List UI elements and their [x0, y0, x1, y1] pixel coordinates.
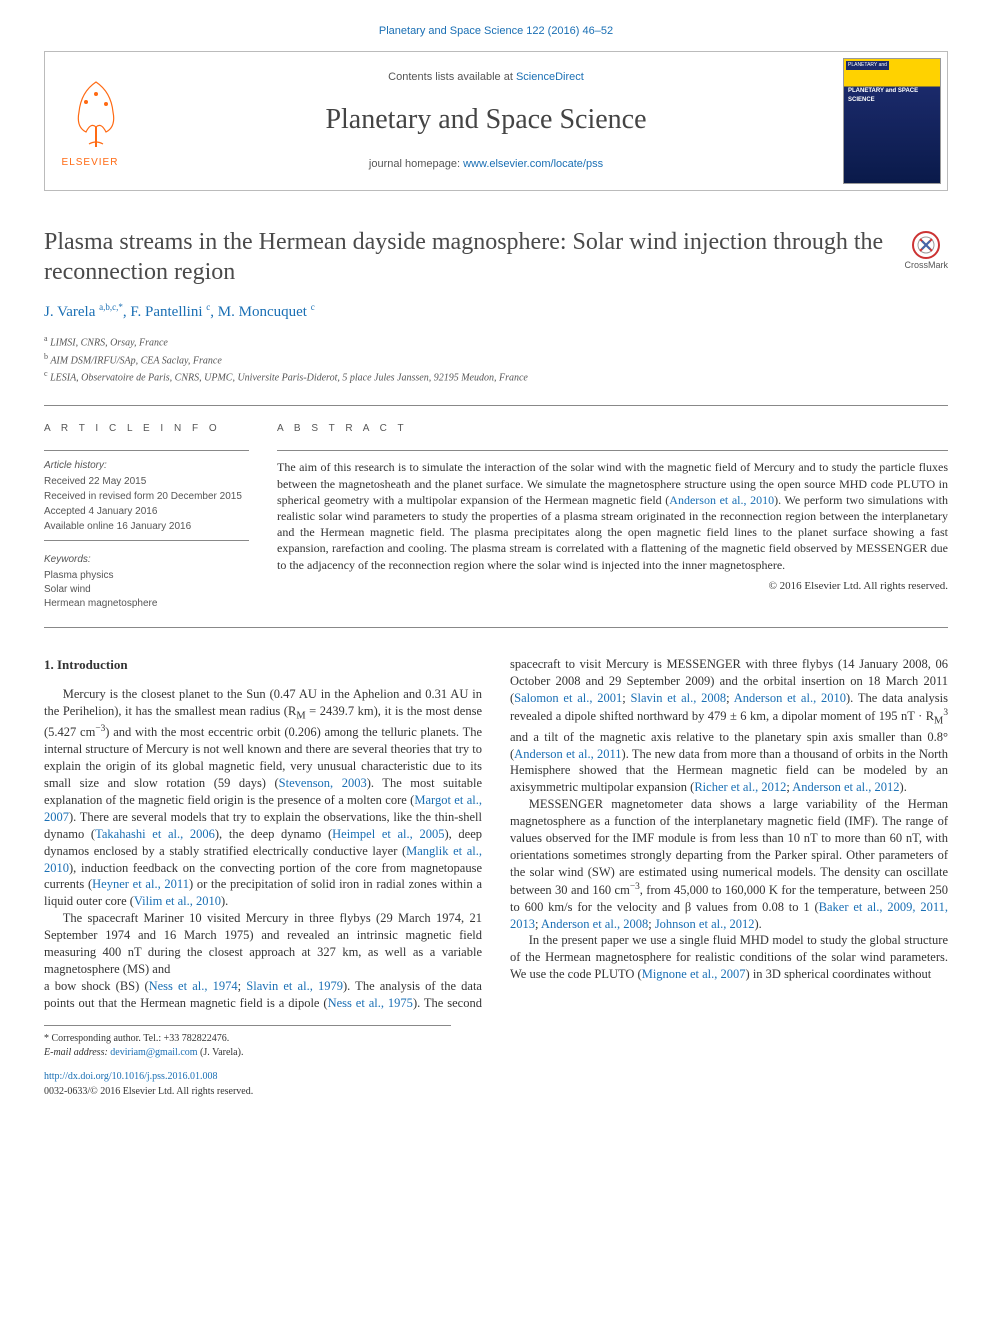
homepage-prefix: journal homepage: — [369, 158, 463, 170]
abstract-col: a b s t r a c t The aim of this research… — [277, 422, 948, 611]
article-info-heading: a r t i c l e i n f o — [44, 422, 249, 436]
para-1: Mercury is the closest planet to the Sun… — [44, 686, 482, 910]
publisher-name: ELSEVIER — [49, 156, 131, 170]
affiliation-a: a LIMSI, CNRS, Orsay, France — [44, 333, 948, 350]
history-revised: Received in revised form 20 December 201… — [44, 490, 249, 504]
history-accepted: Accepted 4 January 2016 — [44, 505, 249, 519]
ref-takahashi-2006[interactable]: Takahashi et al., 2006 — [95, 827, 215, 841]
para-2: The spacecraft Mariner 10 visited Mercur… — [44, 910, 482, 978]
ref-anderson-2008[interactable]: Anderson et al., 2008 — [541, 917, 648, 931]
ref-mignone-2007[interactable]: Mignone et al., 2007 — [642, 967, 746, 981]
ref-slavin-1979[interactable]: Slavin et al., 1979 — [246, 979, 343, 993]
ref-anderson-2010[interactable]: Anderson et al., 2010 — [669, 493, 774, 507]
keyword-2: Solar wind — [44, 583, 249, 597]
divider-top — [44, 405, 948, 406]
doi-link[interactable]: http://dx.doi.org/10.1016/j.pss.2016.01.… — [44, 1070, 948, 1084]
ref-anderson-2010b[interactable]: Anderson et al., 2010 — [734, 691, 846, 705]
affiliations: a LIMSI, CNRS, Orsay, France b AIM DSM/I… — [44, 333, 948, 385]
ref-richer-2012[interactable]: Richer et al., 2012 — [694, 780, 786, 794]
ref-anderson-2012[interactable]: Anderson et al., 2012 — [792, 780, 899, 794]
crossmark-label: CrossMark — [904, 259, 948, 272]
footnote-corresponding: * Corresponding author. Tel.: +33 782822… — [44, 1032, 451, 1046]
keyword-1: Plasma physics — [44, 569, 249, 583]
affiliation-b: b AIM DSM/IRFU/SAp, CEA Saclay, France — [44, 351, 948, 368]
cover-thumb-block: PLANETARY and PLANETARY and SPACE SCIENC… — [837, 52, 947, 190]
authors-line: J. Varela a,b,c,*, F. Pantellini c, M. M… — [44, 301, 948, 323]
sciencedirect-link[interactable]: ScienceDirect — [516, 71, 584, 83]
elsevier-tree-icon — [61, 72, 131, 152]
article-title: Plasma streams in the Hermean dayside ma… — [44, 227, 892, 287]
ref-slavin-2008[interactable]: Slavin et al., 2008 — [631, 691, 727, 705]
history-label: Article history: — [44, 459, 249, 473]
affiliation-c: c LESIA, Observatoire de Paris, CNRS, UP… — [44, 368, 948, 385]
copyright-line: © 2016 Elsevier Ltd. All rights reserved… — [277, 579, 948, 594]
footnote-email: E-mail address: deviriam@gmail.com (J. V… — [44, 1046, 451, 1060]
abstract-heading: a b s t r a c t — [277, 422, 948, 436]
journal-cover-thumbnail: PLANETARY and PLANETARY and SPACE SCIENC… — [843, 58, 941, 184]
homepage-link[interactable]: www.elsevier.com/locate/pss — [463, 158, 603, 170]
contents-prefix: Contents lists available at — [388, 71, 516, 83]
ref-johnson-2012[interactable]: Johnson et al., 2012 — [655, 917, 755, 931]
contents-line: Contents lists available at ScienceDirec… — [388, 70, 584, 85]
cover-title-text: PLANETARY and SPACE SCIENCE — [848, 87, 940, 104]
abstract-text: The aim of this research is to simulate … — [277, 459, 948, 572]
crossmark-badge[interactable]: CrossMark — [904, 231, 948, 272]
ref-ness-1975[interactable]: Ness et al., 1975 — [328, 996, 413, 1010]
email-link[interactable]: deviriam@gmail.com — [110, 1047, 197, 1058]
journal-name: Planetary and Space Science — [325, 100, 646, 139]
top-citation: Planetary and Space Science 122 (2016) 4… — [0, 0, 992, 51]
cover-bar-text: PLANETARY and — [846, 61, 889, 70]
history-received: Received 22 May 2015 — [44, 475, 249, 489]
para-5: In the present paper we use a single flu… — [510, 932, 948, 983]
body-columns: 1. Introduction Mercury is the closest p… — [44, 656, 948, 1011]
issn-copyright: 0032-0633/© 2016 Elsevier Ltd. All right… — [44, 1085, 948, 1099]
history-online: Available online 16 January 2016 — [44, 520, 249, 541]
keywords-label: Keywords: — [44, 553, 249, 567]
ref-ness-1974[interactable]: Ness et al., 1974 — [149, 979, 238, 993]
ref-vilim-2010[interactable]: Vilim et al., 2010 — [134, 894, 221, 908]
journal-header: ELSEVIER Contents lists available at Sci… — [44, 51, 948, 191]
header-center: Contents lists available at ScienceDirec… — [135, 52, 837, 190]
ref-heyner-2011[interactable]: Heyner et al., 2011 — [92, 877, 189, 891]
keyword-3: Hermean magnetosphere — [44, 597, 249, 611]
homepage-line: journal homepage: www.elsevier.com/locat… — [369, 157, 603, 172]
publisher-logo-block: ELSEVIER — [45, 52, 135, 190]
ref-salomon-2001[interactable]: Salomon et al., 2001 — [514, 691, 622, 705]
ref-heimpel-2005[interactable]: Heimpel et al., 2005 — [332, 827, 444, 841]
divider-bottom — [44, 627, 948, 628]
para-4: MESSENGER magnetometer data shows a larg… — [510, 796, 948, 932]
ref-stevenson-2003[interactable]: Stevenson, 2003 — [279, 776, 367, 790]
crossmark-icon — [912, 231, 940, 259]
footnotes: * Corresponding author. Tel.: +33 782822… — [44, 1025, 451, 1060]
article-info-col: a r t i c l e i n f o Article history: R… — [44, 422, 249, 611]
section-1-heading: 1. Introduction — [44, 656, 482, 674]
ref-anderson-2011[interactable]: Anderson et al., 2011 — [514, 747, 621, 761]
